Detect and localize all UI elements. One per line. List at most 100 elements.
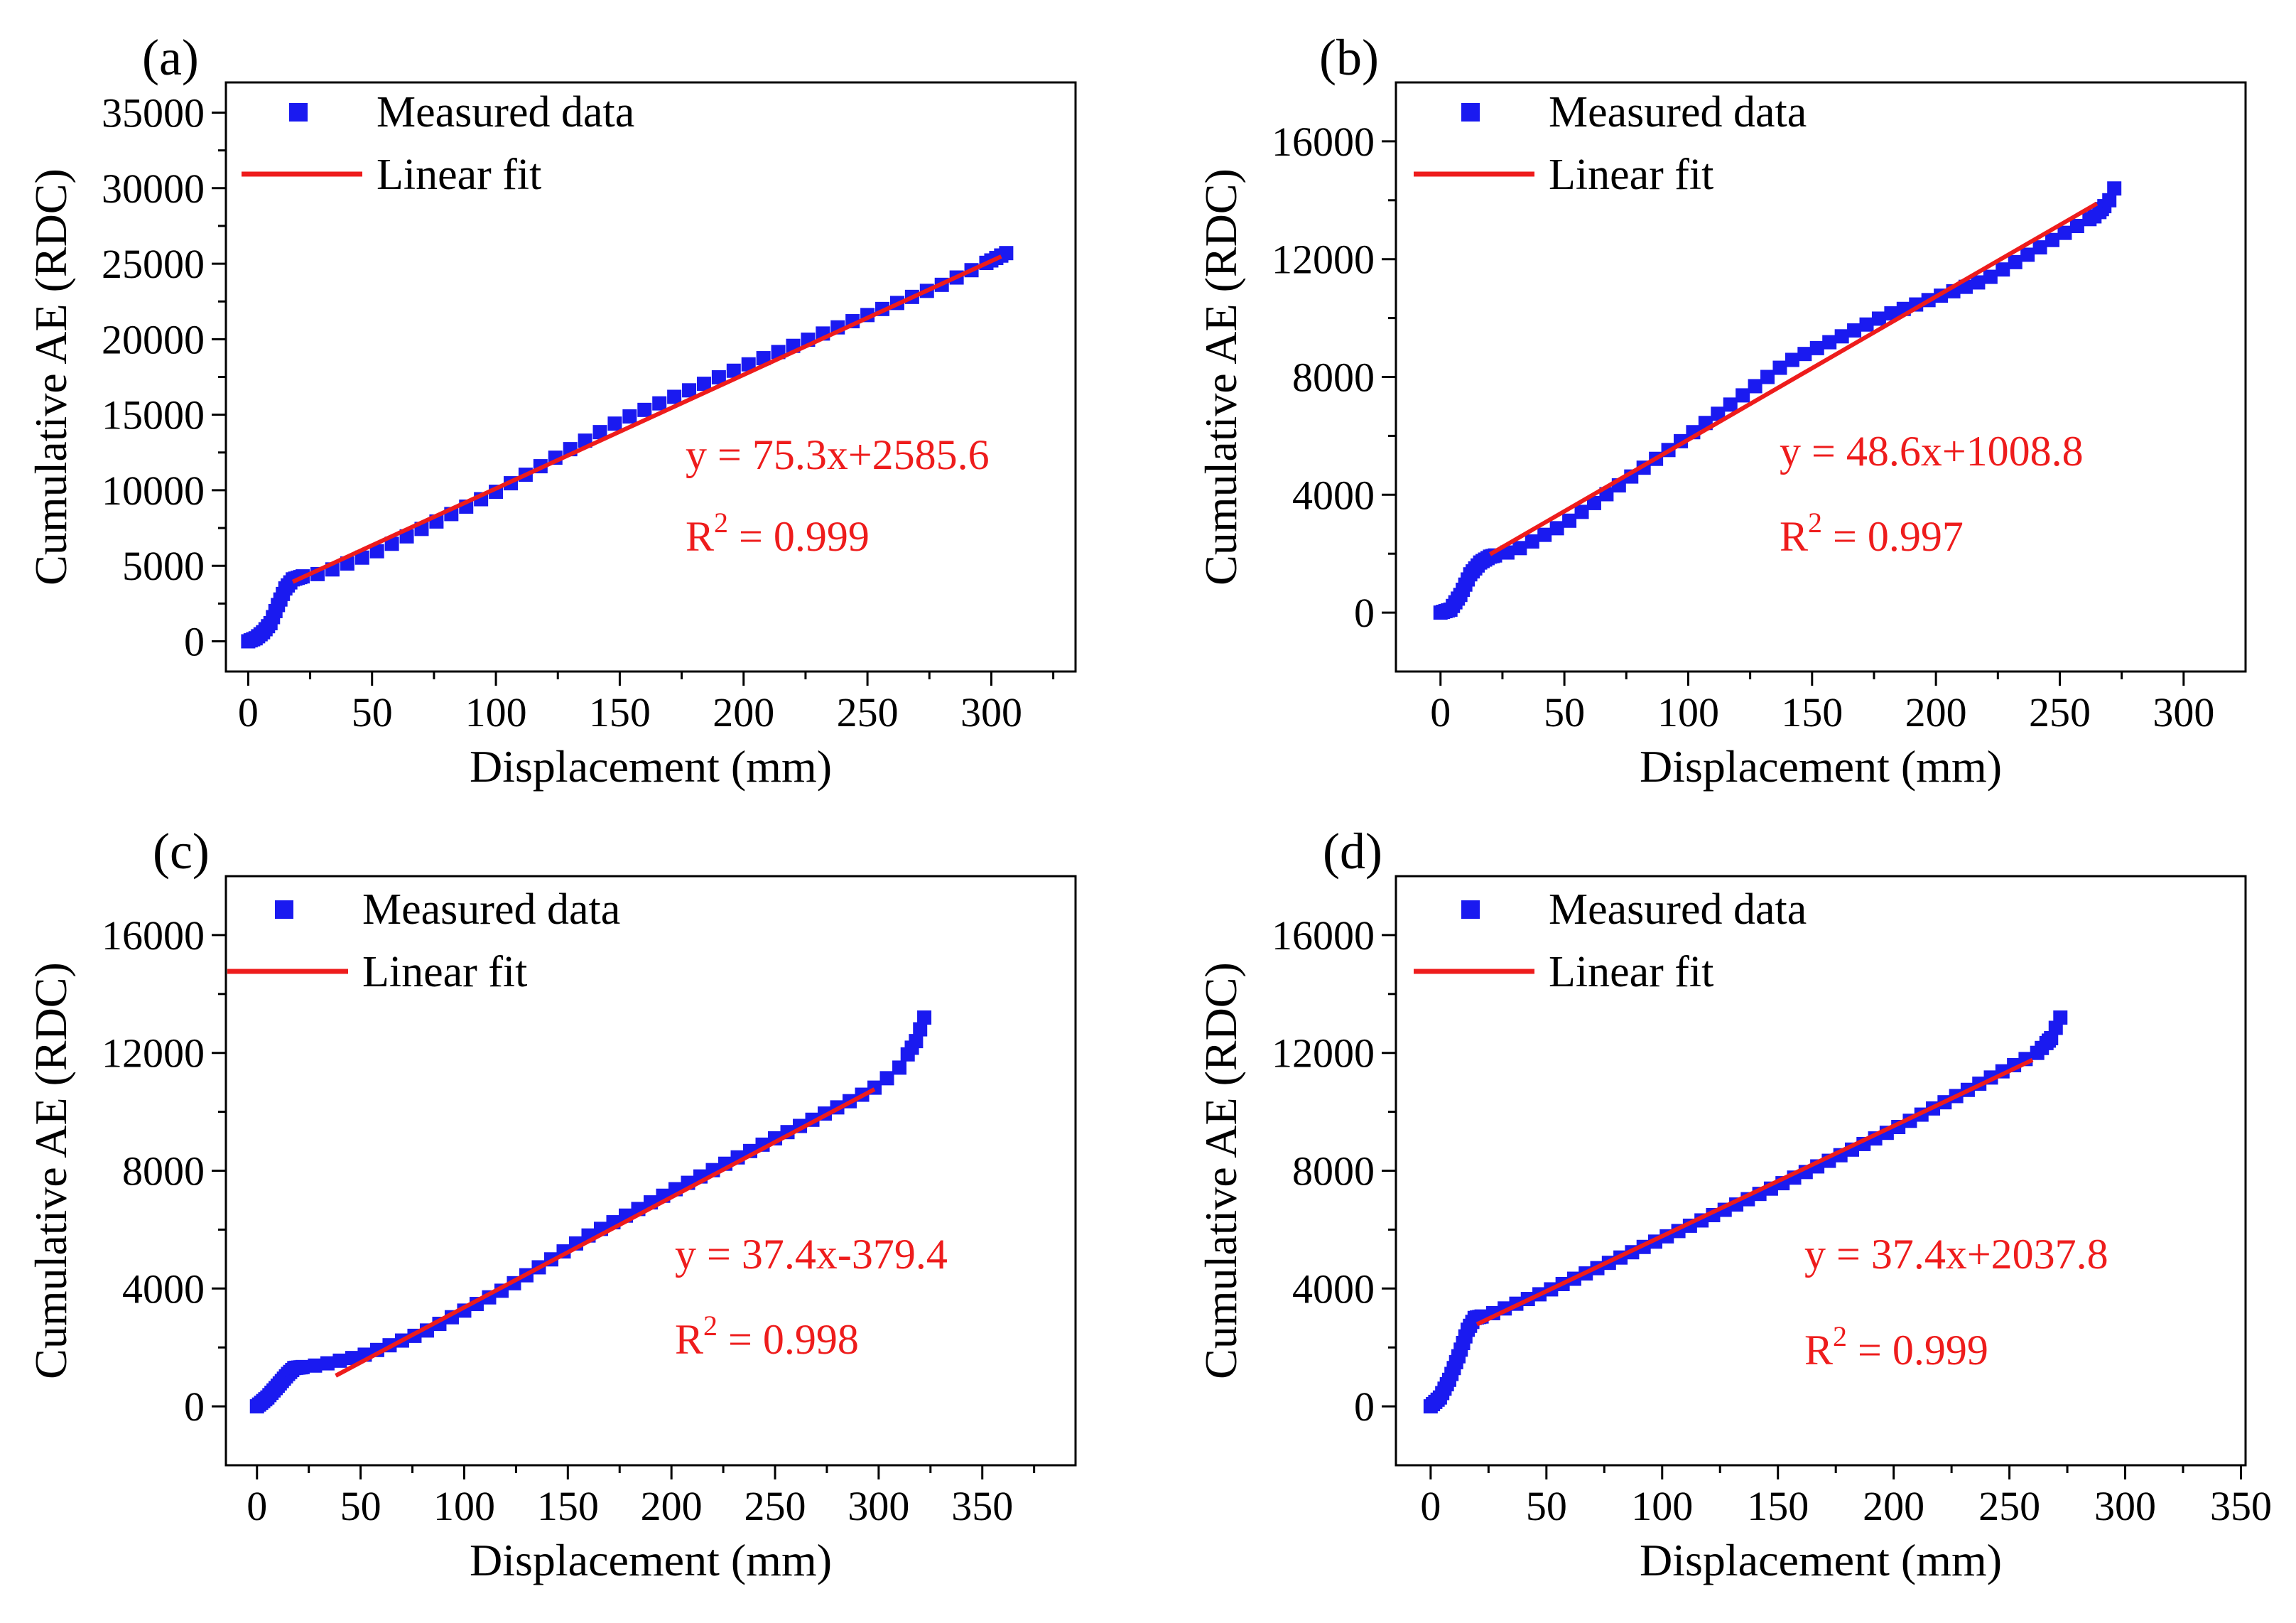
legend: Measured data Linear fit	[242, 88, 634, 199]
data-point	[1586, 495, 1601, 510]
data-point	[1537, 527, 1552, 542]
data-point	[2032, 240, 2047, 255]
panel-label: (a)	[142, 29, 199, 86]
x-tick-label: 300	[960, 689, 1022, 735]
data-point	[741, 357, 756, 372]
data-point	[1760, 370, 1775, 384]
data-point	[308, 1358, 323, 1373]
data-point	[1723, 397, 1738, 412]
y-axis-title: Cumulative AE (RDC)	[1196, 962, 1246, 1379]
chart-panel: 0 50 100 150 200 250 300 0 5000 10000 15000 20000 25…	[26, 29, 1077, 792]
fit-line	[291, 254, 1002, 584]
data-point	[2020, 247, 2035, 262]
r2-superscript: 2	[703, 1310, 718, 1342]
plot-frame	[224, 81, 1077, 673]
legend-marker-icon	[1461, 103, 1480, 122]
data-point	[726, 363, 741, 378]
y-tick-label: 12000	[102, 1030, 205, 1077]
r2-symbol: R	[686, 513, 714, 560]
x-tick-label: 100	[433, 1483, 495, 1529]
x-tick-label: 300	[2152, 689, 2214, 735]
data-point	[354, 550, 369, 565]
data-point	[607, 416, 622, 431]
legend-marker-icon	[289, 103, 308, 122]
data-point	[2008, 254, 2022, 269]
x-tick-label: 0	[1430, 689, 1451, 735]
fit-line	[1475, 1057, 2034, 1327]
y-tick-label: 4000	[1292, 472, 1375, 518]
chart-panel: 0 50 100 150 200 250 300 350 0 4000 8000 12000 16000…	[1196, 823, 2272, 1585]
x-tick-label: 200	[713, 689, 774, 735]
r2-value: = 0.999	[1847, 1327, 1988, 1374]
legend-label-measured: Measured data	[1549, 88, 1807, 136]
x-tick-label: 300	[2094, 1483, 2156, 1529]
x-tick-label: 0	[238, 689, 259, 735]
chart-panel: 0 50 100 150 200 250 300 0 4000 8000 12000 16000 Dis…	[1196, 29, 2247, 792]
data-point	[892, 1060, 907, 1075]
data-point	[879, 1071, 894, 1086]
data-point	[1859, 317, 1874, 332]
y-tick-label: 25000	[102, 241, 205, 287]
panel-label: (d)	[1323, 823, 1382, 880]
x-axis-title: Displacement (mm)	[470, 741, 832, 792]
r2-symbol: R	[1804, 1327, 1833, 1374]
data-point	[320, 1356, 335, 1371]
data-point	[917, 1010, 932, 1025]
data-point	[682, 383, 697, 398]
data-point	[1772, 360, 1787, 375]
r2-superscript: 2	[1808, 507, 1822, 539]
y-axis-title: Cumulative AE (RDC)	[26, 962, 76, 1379]
plot-frame	[224, 875, 1077, 1467]
y-tick-label: 12000	[1272, 237, 1375, 283]
y-tick-label: 0	[1354, 1384, 1375, 1430]
data-point	[1549, 521, 1564, 536]
y-tick-label: 5000	[122, 543, 205, 589]
x-tick-label: 100	[465, 689, 527, 735]
y-axis-title: Cumulative AE (RDC)	[26, 168, 76, 586]
data-point	[1971, 275, 1986, 290]
legend-label-fit: Linear fit	[377, 151, 541, 199]
y-tick-label: 15000	[102, 392, 205, 438]
x-axis-title: Displacement (mm)	[470, 1535, 832, 1585]
data-point	[2057, 225, 2072, 240]
y-tick-label: 35000	[102, 90, 205, 136]
legend-label-fit: Linear fit	[362, 948, 527, 996]
x-tick-label: 50	[1526, 1483, 1567, 1529]
x-tick-label: 200	[1905, 689, 1967, 735]
data-point	[1822, 335, 1837, 350]
panel-label: (b)	[1319, 29, 1379, 86]
data-point	[295, 1359, 310, 1374]
y-tick-label: 16000	[1272, 912, 1375, 959]
data-point	[2048, 1020, 2063, 1035]
data-point	[652, 396, 667, 411]
data-point	[2102, 193, 2117, 207]
legend-label-measured: Measured data	[1549, 885, 1807, 934]
legend: Measured data Linear fit	[1414, 885, 1807, 996]
data-point	[909, 1034, 924, 1049]
r2-symbol: R	[675, 1316, 703, 1363]
legend-label-fit: Linear fit	[1549, 151, 1713, 199]
y-tick-label: 10000	[102, 468, 205, 514]
r2-superscript: 2	[714, 507, 728, 539]
legend-label-measured: Measured data	[362, 885, 620, 934]
panel-label: (c)	[153, 823, 210, 880]
data-point	[1525, 534, 1539, 549]
x-axis-title: Displacement (mm)	[1640, 1535, 2002, 1585]
fit-r2: R2 = 0.998	[675, 1310, 859, 1363]
legend-label-measured: Measured data	[377, 88, 634, 136]
fit-r2: R2 = 0.999	[686, 507, 870, 560]
x-tick-label: 100	[1631, 1483, 1693, 1529]
data-point	[1983, 269, 1998, 284]
data-point	[332, 1353, 347, 1368]
data-point	[1809, 340, 1824, 355]
x-tick-label: 350	[2210, 1483, 2272, 1529]
r2-superscript: 2	[1833, 1320, 1847, 1352]
data-point	[2069, 218, 2084, 233]
data-point	[1785, 352, 1799, 367]
x-tick-label: 50	[340, 1483, 381, 1529]
data-point	[345, 1351, 359, 1366]
data-point	[1748, 379, 1762, 394]
x-tick-label: 150	[589, 689, 651, 735]
data-point	[1871, 311, 1886, 326]
